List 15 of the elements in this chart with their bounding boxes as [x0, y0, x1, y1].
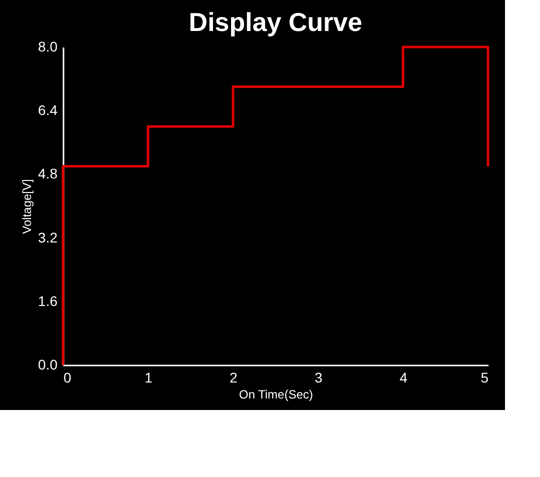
y-axis-title: Voltage[V] — [20, 179, 34, 234]
x-tick-label: 1 — [144, 370, 153, 386]
y-tick-label: 0.0 — [38, 356, 58, 372]
y-tick-label: 1.6 — [38, 292, 58, 309]
x-tick-label: 2 — [230, 370, 238, 386]
y-tick-label: 4.8 — [38, 166, 58, 182]
y-tick-label: 3.2 — [38, 229, 58, 246]
x-tick-label: 0 — [64, 370, 72, 386]
x-axis-title: On Time(Sec) — [238, 388, 314, 402]
x-tick-label: 4 — [400, 370, 408, 386]
y-tick-label: 8.0 — [38, 38, 58, 54]
x-tick-label: 5 — [480, 370, 489, 386]
y-tick-label: 6.4 — [38, 102, 58, 118]
chart-title: Display Curve — [188, 7, 362, 37]
x-tick-label: 3 — [314, 370, 323, 386]
